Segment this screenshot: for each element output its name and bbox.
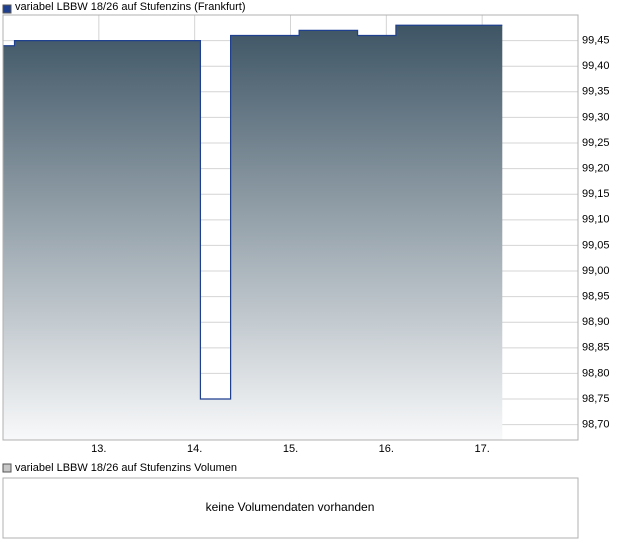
volume-message: keine Volumendaten vorhanden — [206, 500, 375, 514]
y-tick-label: 99,40 — [582, 60, 610, 72]
legend-label: variabel LBBW 18/26 auf Stufenzins (Fran… — [15, 1, 246, 13]
legend-swatch — [2, 4, 12, 14]
legend-label: variabel LBBW 18/26 auf Stufenzins Volum… — [15, 462, 237, 474]
y-tick-label: 98,95 — [582, 291, 610, 303]
y-tick-label: 99,45 — [582, 35, 610, 47]
y-tick-label: 99,25 — [582, 137, 610, 149]
x-tick-label: 16. — [379, 443, 394, 455]
y-tick-label: 98,85 — [582, 342, 610, 354]
y-tick-label: 99,15 — [582, 188, 610, 200]
area — [3, 25, 503, 440]
x-tick-label: 17. — [475, 443, 490, 455]
y-tick-label: 99,20 — [582, 163, 610, 175]
y-tick-label: 99,00 — [582, 265, 610, 277]
x-tick-label: 15. — [283, 443, 298, 455]
y-tick-label: 99,30 — [582, 111, 610, 123]
y-tick-label: 99,05 — [582, 239, 610, 251]
y-tick-label: 98,80 — [582, 367, 610, 379]
legend-swatch — [2, 463, 12, 473]
y-tick-label: 99,35 — [582, 86, 610, 98]
line — [3, 24, 503, 400]
volume-frame — [2, 477, 579, 539]
x-tick-label: 13. — [91, 443, 106, 455]
y-tick-label: 98,75 — [582, 393, 610, 405]
y-tick-label: 99,10 — [582, 214, 610, 226]
y-tick-label: 98,90 — [582, 316, 610, 328]
x-tick-label: 14. — [187, 443, 202, 455]
y-tick-label: 98,70 — [582, 419, 610, 431]
plot-frame — [2, 14, 579, 441]
